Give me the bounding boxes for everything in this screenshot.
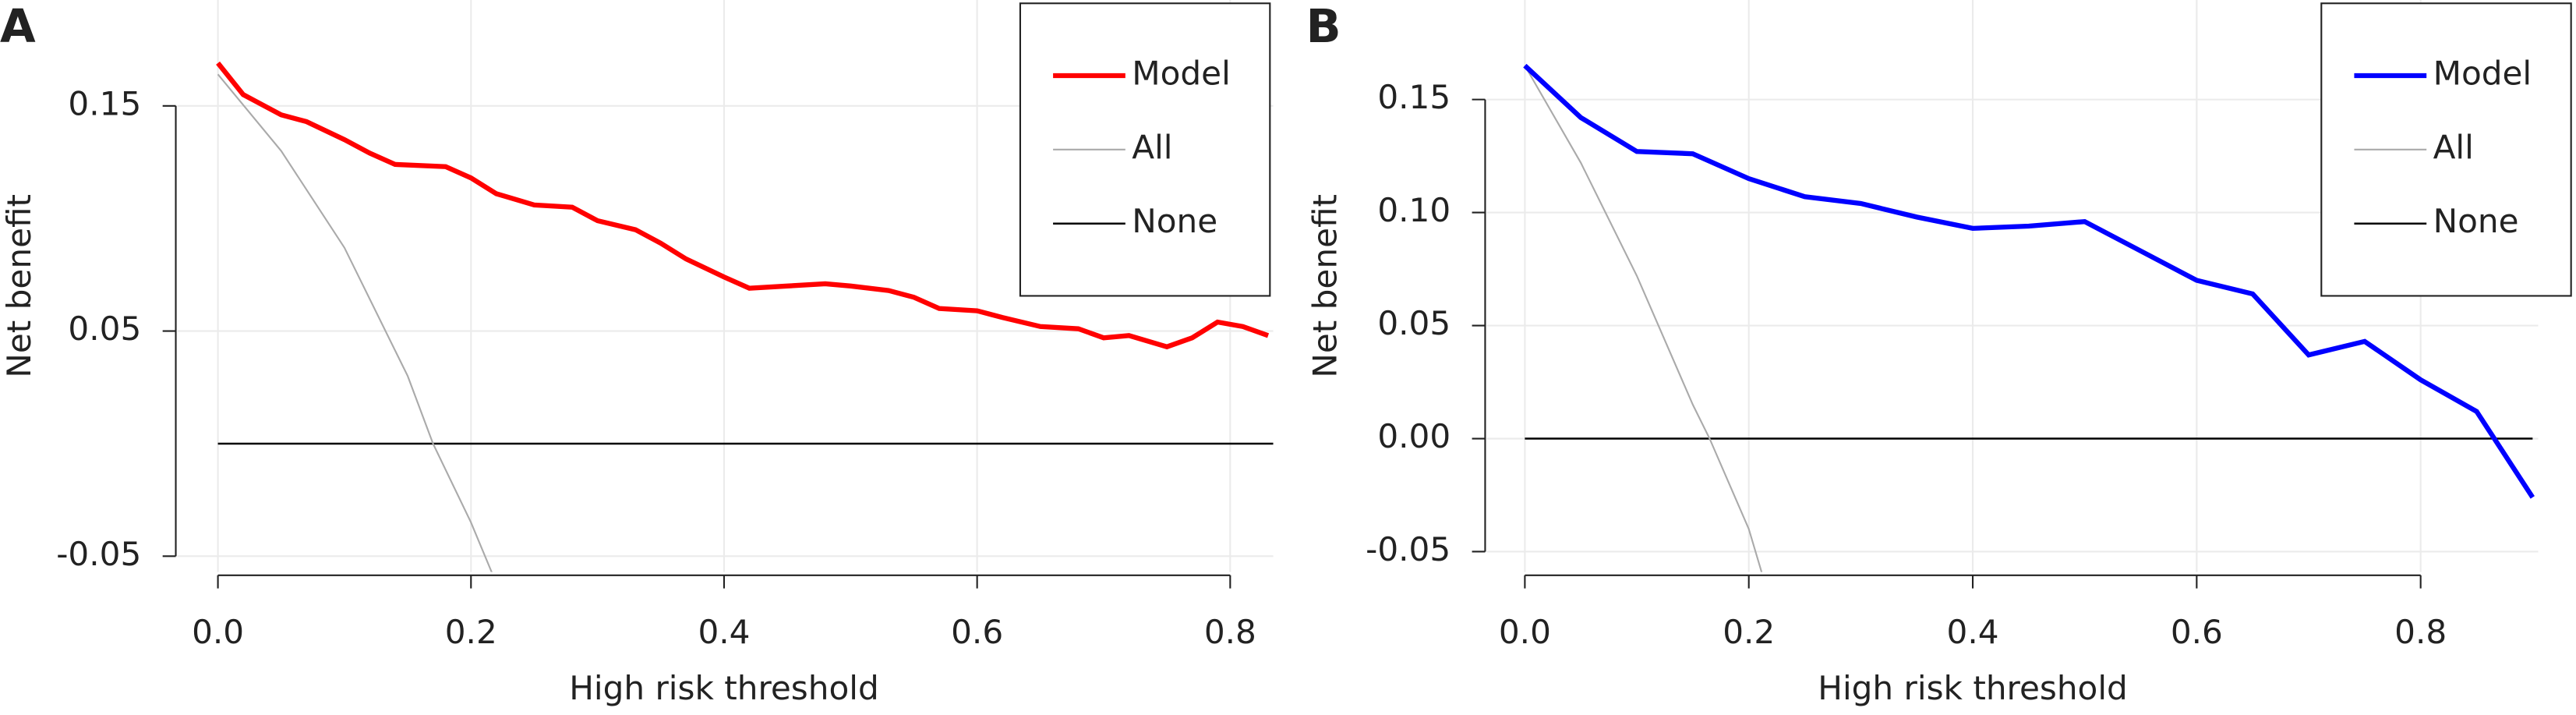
- x-tick-label: 0.0: [192, 613, 244, 651]
- x-tick-label: 0.6: [2171, 613, 2223, 651]
- x-tick-label: 0.8: [1204, 613, 1256, 651]
- legend-label: None: [2433, 202, 2519, 240]
- series-line: [216, 61, 1270, 350]
- y-tick-label: 0.05: [1377, 304, 1451, 342]
- x-tick-label: 0.8: [2394, 613, 2447, 651]
- panel: A 0.0 0.2 0.4 0.6 0.8 -0.05 0.05 0.15 High risk t…: [0, 0, 1274, 707]
- legend-label: All: [1132, 128, 1172, 166]
- y-tick-label: -0.05: [1366, 530, 1451, 568]
- y-axis-title: Net benefit: [0, 194, 38, 378]
- x-tick-label: 0.4: [698, 613, 750, 651]
- x-tick-label: 0.0: [1499, 613, 1551, 651]
- y-tick-label: 0.15: [1377, 78, 1451, 116]
- y-tick-label: 0.10: [1377, 191, 1451, 229]
- x-tick-label: 0.6: [951, 613, 1003, 651]
- y-tick-label: 0.15: [68, 84, 141, 122]
- series-line: [1524, 65, 1763, 572]
- panel: B 0.0 0.2 0.4 0.6 0.8 -0.05 0.00 0.05 0.10 0.15 Hig…: [1306, 0, 2572, 707]
- panel-label: A: [0, 0, 36, 53]
- x-axis-title: High risk threshold: [569, 669, 879, 707]
- legend-label: Model: [1132, 55, 1231, 93]
- legend-label: Model: [2433, 55, 2532, 93]
- y-axis-title: Net benefit: [1306, 194, 1345, 378]
- legend-label: All: [2433, 128, 2474, 166]
- x-tick-label: 0.2: [1723, 613, 1775, 651]
- legend-label: None: [1132, 202, 1217, 240]
- x-tick-label: 0.4: [1947, 613, 1999, 651]
- series-line: [217, 73, 493, 572]
- series-line: [1523, 63, 2535, 499]
- panel-label: B: [1306, 0, 1341, 53]
- y-tick-label: -0.05: [56, 535, 141, 573]
- y-tick-label: 0.00: [1377, 417, 1451, 455]
- y-tick-label: 0.05: [68, 310, 141, 348]
- x-axis-title: High risk threshold: [1818, 669, 2128, 707]
- x-tick-label: 0.2: [445, 613, 497, 651]
